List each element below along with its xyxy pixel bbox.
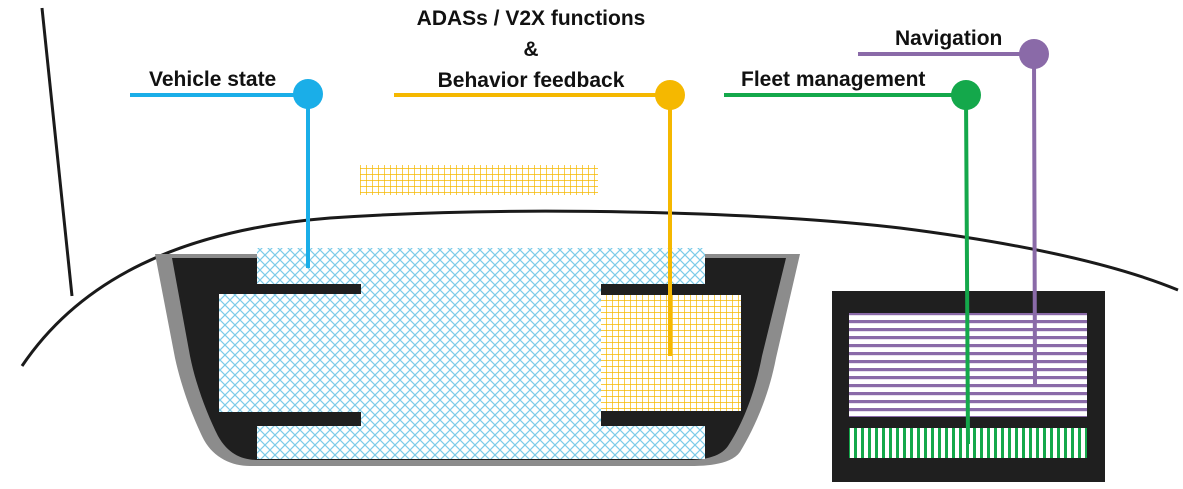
instrument-cluster (155, 248, 800, 466)
navigation-label: Navigation (895, 27, 1003, 50)
fleet-management-label: Fleet management (741, 68, 926, 91)
adas-callout (394, 80, 685, 356)
a-pillar-line (40, 7, 74, 297)
adas-label-line1: ADASs / V2X functions (416, 7, 646, 30)
dashboard-curve (20, 209, 1179, 367)
navigation-callout (858, 39, 1049, 387)
vehicle-state-label: Vehicle state (149, 68, 277, 91)
adas-marker (655, 80, 685, 110)
adas-label-line3: Behavior feedback (437, 69, 625, 92)
hud-display (360, 165, 598, 195)
fleet-management-marker (951, 80, 981, 110)
vehicle-state-area (219, 248, 705, 459)
vehicle-state-marker (293, 79, 323, 109)
adas-label-line2: & (523, 38, 539, 61)
vehicle-state-callout (130, 79, 323, 268)
navigation-marker (1019, 39, 1049, 69)
fleet-management-callout (724, 80, 981, 445)
